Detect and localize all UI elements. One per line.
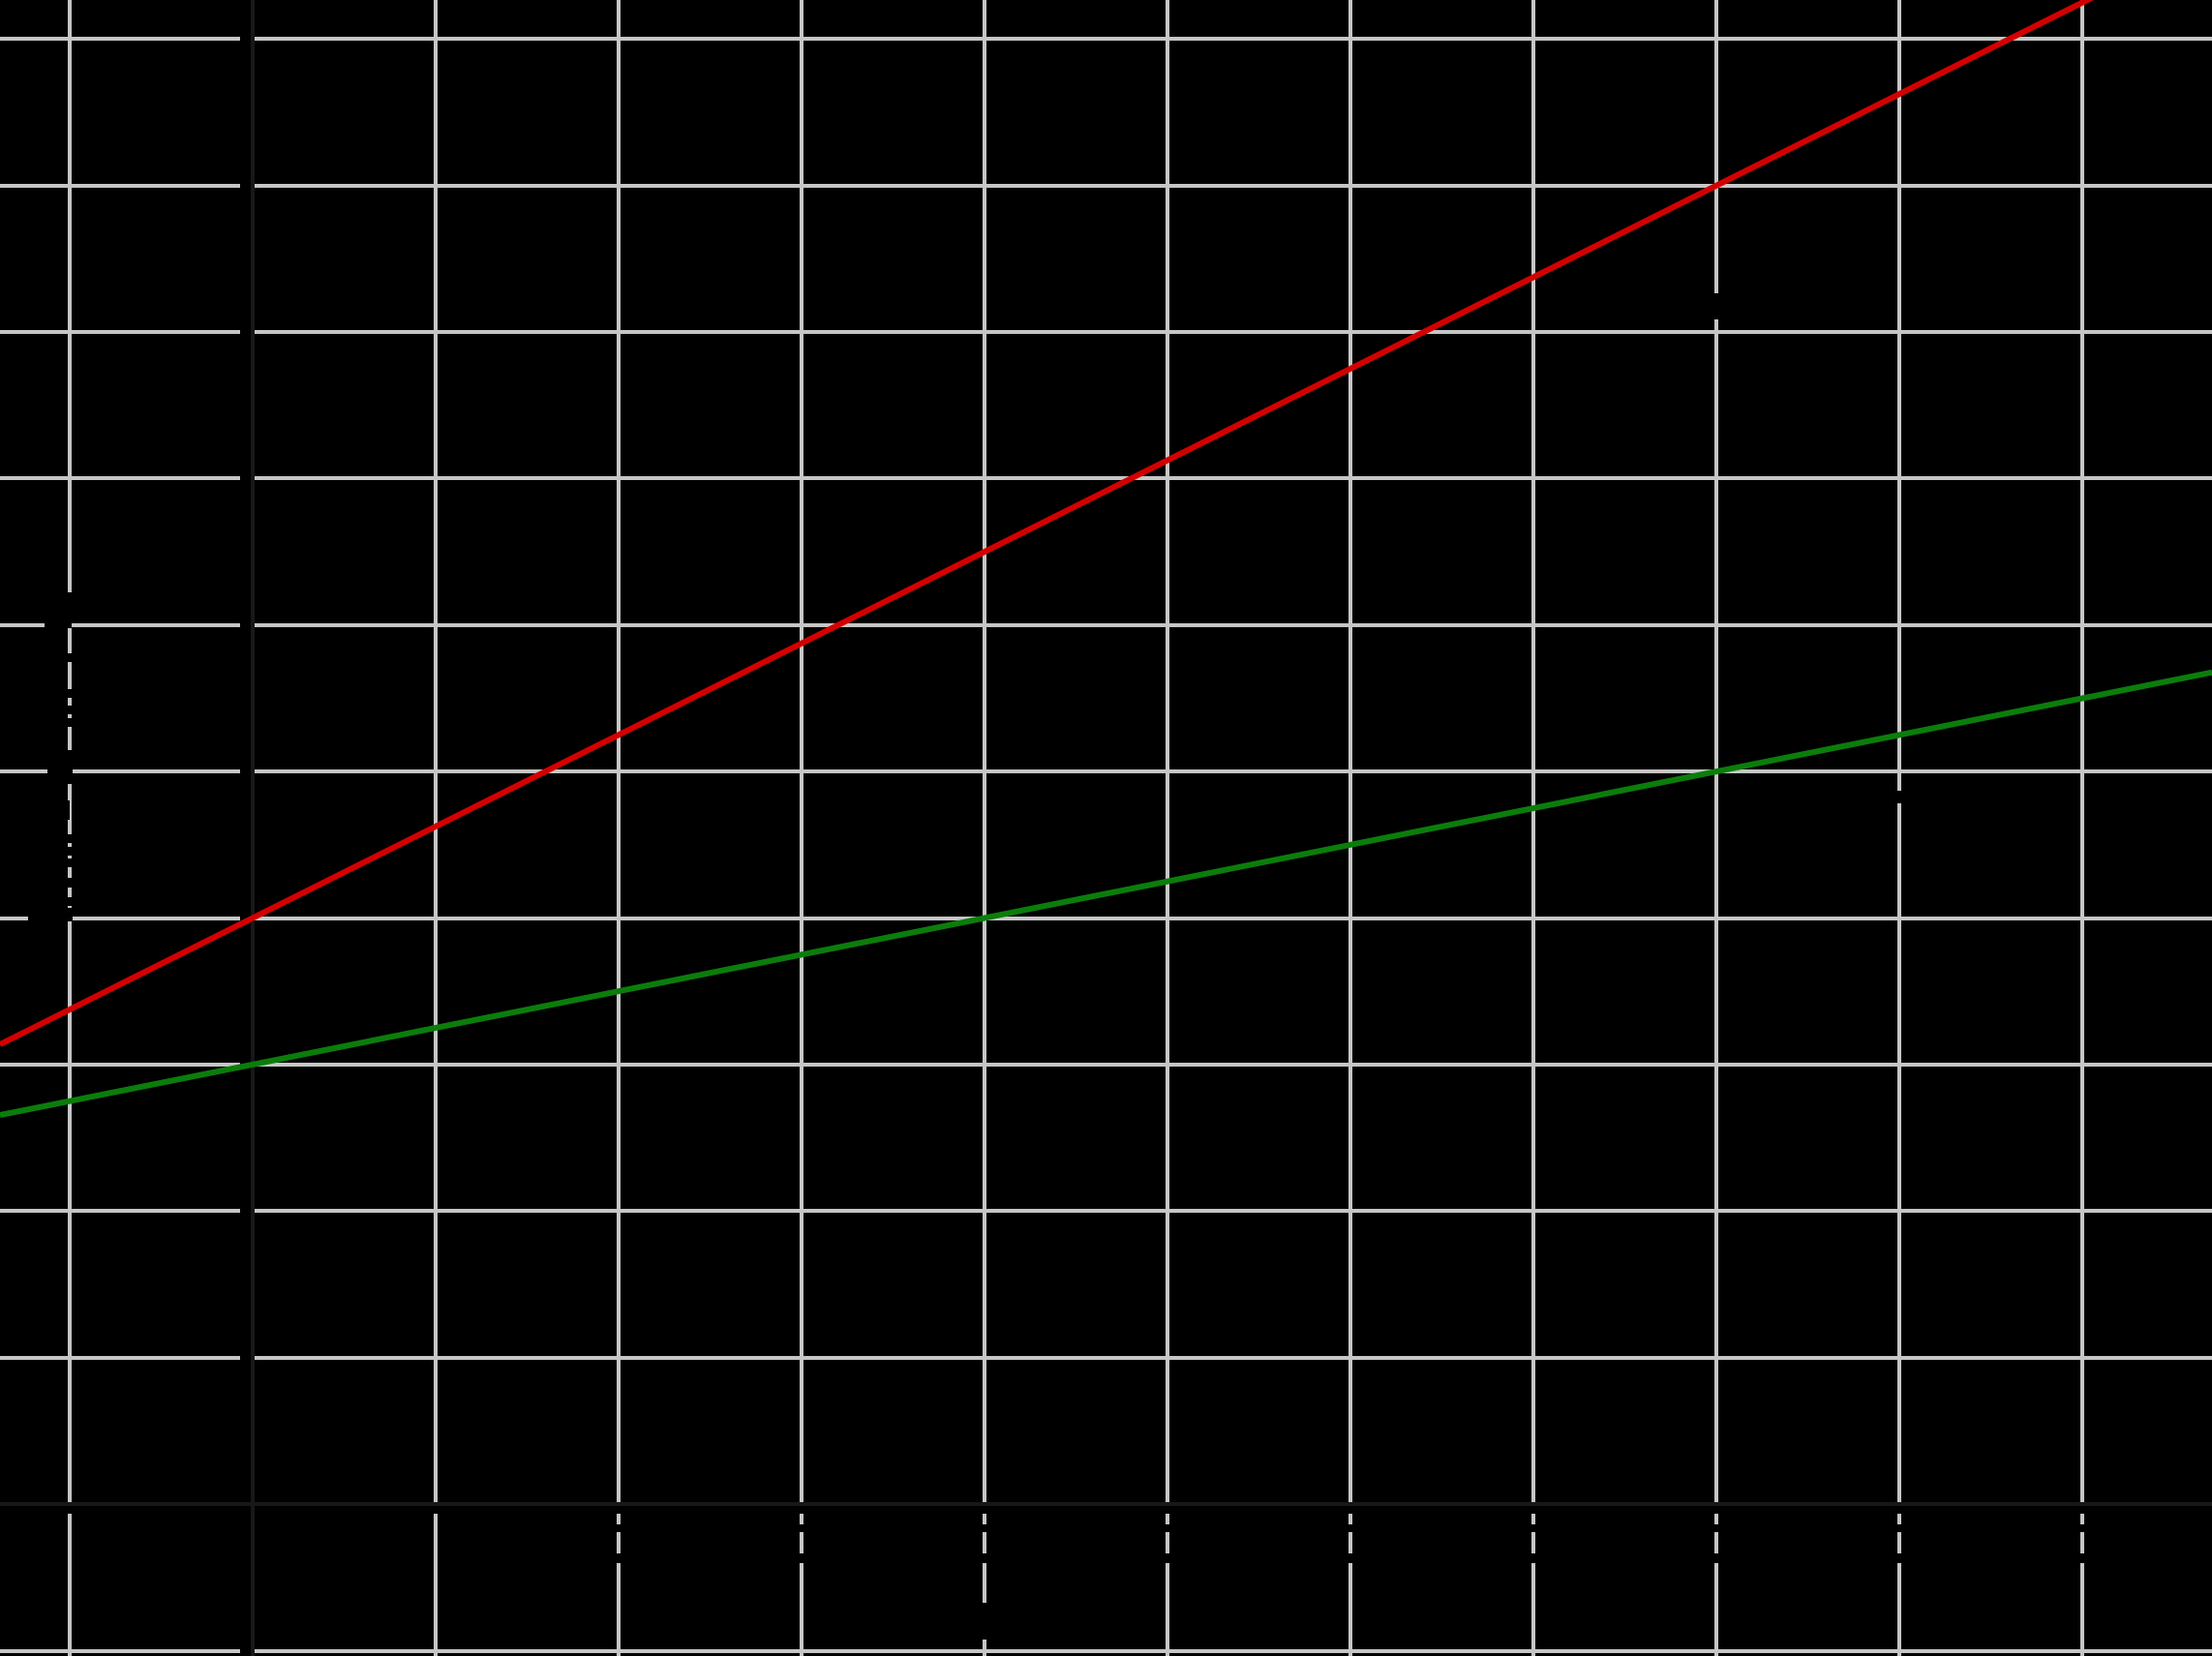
hidden-tick-digit-fragment bbox=[980, 1553, 989, 1563]
hidden-label-fragment bbox=[1893, 791, 1907, 803]
hidden-tick-digit-fragment bbox=[1529, 1524, 1538, 1532]
y-axis-tick bbox=[240, 1208, 253, 1214]
hidden-label-fragment bbox=[49, 784, 67, 800]
hidden-tick-digit-fragment bbox=[1163, 1553, 1172, 1563]
y-axis-tick bbox=[240, 768, 253, 774]
x-axis-tick bbox=[2079, 1502, 2085, 1514]
hidden-tick-digit-fragment bbox=[614, 1553, 623, 1563]
hidden-label-fragment bbox=[45, 592, 72, 628]
hidden-tick-digit-fragment bbox=[1712, 1553, 1721, 1563]
hidden-tick-digit-fragment bbox=[1894, 1553, 1904, 1563]
hidden-label-fragment bbox=[63, 858, 73, 867]
hidden-label-fragment bbox=[63, 847, 73, 856]
hidden-tick-digit-fragment bbox=[797, 1524, 806, 1532]
hidden-label-fragment bbox=[63, 878, 73, 888]
red-line bbox=[0, 0, 2094, 1047]
x-axis-tick bbox=[1348, 1502, 1353, 1514]
x-axis-tick bbox=[982, 1502, 987, 1514]
x-axis-tick bbox=[433, 1502, 439, 1514]
hidden-label-fragment bbox=[63, 897, 73, 906]
hidden-tick-digit-fragment bbox=[797, 1553, 806, 1563]
y-axis-tick bbox=[240, 329, 253, 335]
hidden-label-fragment bbox=[963, 1603, 1007, 1640]
hidden-tick-digit-fragment bbox=[1346, 1553, 1355, 1563]
x-axis-tick bbox=[1713, 1502, 1719, 1514]
y-axis-tick bbox=[240, 36, 253, 42]
hidden-tick-digit-fragment bbox=[1346, 1524, 1355, 1532]
green-line bbox=[0, 669, 2212, 1119]
x-axis-tick bbox=[1165, 1502, 1170, 1514]
y-axis-tick bbox=[240, 1648, 253, 1654]
hidden-label-fragment bbox=[47, 800, 70, 820]
hidden-label-fragment bbox=[63, 718, 73, 727]
hidden-tick-digit-fragment bbox=[614, 1524, 623, 1532]
x-axis-tick bbox=[67, 1502, 73, 1514]
hidden-tick-digit-fragment bbox=[2077, 1524, 2087, 1532]
hidden-tick-digit-fragment bbox=[1529, 1553, 1538, 1563]
hidden-label-fragment bbox=[63, 653, 73, 662]
y-axis-tick bbox=[240, 1355, 253, 1361]
hidden-label-fragment bbox=[47, 750, 73, 784]
hidden-label-fragment bbox=[63, 834, 73, 843]
hidden-tick-digit-fragment bbox=[2077, 1553, 2087, 1563]
x-axis-tick bbox=[616, 1502, 621, 1514]
hidden-tick-digit-fragment bbox=[1894, 1524, 1904, 1532]
hidden-label-fragment bbox=[28, 908, 73, 921]
hidden-tick-digit-fragment bbox=[1163, 1524, 1172, 1532]
y-axis-tick bbox=[240, 622, 253, 628]
hidden-label-fragment bbox=[63, 706, 73, 714]
x-axis-tick bbox=[1896, 1502, 1902, 1514]
y-axis-tick bbox=[240, 475, 253, 481]
hidden-label-fragment bbox=[1706, 293, 1727, 319]
hidden-tick-digit-fragment bbox=[1712, 1524, 1721, 1532]
x-axis-tick bbox=[1530, 1502, 1536, 1514]
hidden-label-fragment bbox=[63, 689, 73, 698]
hidden-tick-digit-fragment bbox=[980, 1524, 989, 1532]
y-axis-tick bbox=[240, 183, 253, 189]
x-axis-tick bbox=[799, 1502, 804, 1514]
